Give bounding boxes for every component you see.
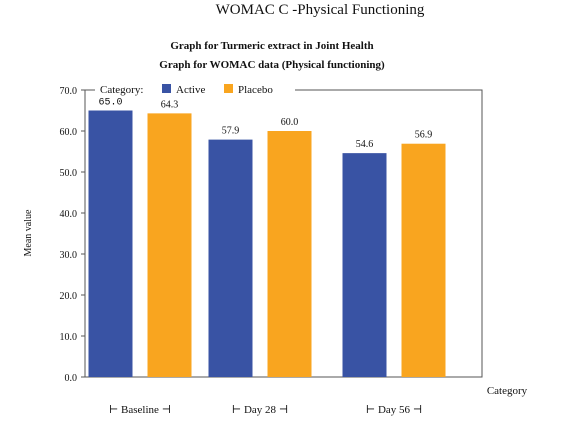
bar-value-label: 65.0	[98, 98, 122, 109]
legend-title: Category:	[100, 84, 143, 96]
bars	[88, 110, 446, 378]
bar-value-label: 60.0	[281, 117, 299, 128]
x-tick-label: ⊢ Baseline ⊣	[109, 404, 171, 416]
y-tick-label: 10.0	[60, 332, 78, 343]
bar-value-label: 54.6	[356, 139, 374, 150]
y-tick-label: 20.0	[60, 291, 78, 302]
chart-title: Graph for Turmeric extract in Joint Heal…	[170, 40, 373, 52]
y-tick-label: 0.0	[65, 373, 78, 384]
bar-value-label: 56.9	[415, 130, 433, 141]
bar-labels: 65.0 64.3 57.9 60.0 54.6 56.9	[98, 98, 432, 151]
legend-label-placebo: Placebo	[238, 84, 273, 96]
bar-placebo-baseline	[147, 113, 192, 378]
legend-swatch-active	[162, 84, 171, 93]
legend-label-active: Active	[176, 84, 205, 96]
bar-active-day-56	[342, 153, 387, 377]
chart-subtitle: Graph for WOMAC data (Physical functioni…	[159, 59, 385, 71]
legend-swatch-placebo	[224, 84, 233, 93]
bar-placebo-day-56	[401, 143, 446, 377]
bar-placebo-day-28	[267, 131, 312, 377]
bar-active-baseline	[88, 110, 133, 377]
x-axis-label: Category	[487, 385, 528, 397]
x-axis: ⊢ Baseline ⊣ ⊢ Day 28 ⊣ ⊢ Day 56 ⊣	[109, 404, 422, 416]
y-tick-label: 60.0	[60, 127, 78, 138]
y-tick-label: 40.0	[60, 209, 78, 220]
y-tick-label: 70.0	[60, 86, 78, 97]
bar-value-label: 64.3	[161, 99, 179, 110]
y-tick-label: 30.0	[60, 250, 78, 261]
y-tick-label: 50.0	[60, 168, 78, 179]
legend: Category: Active Placebo	[95, 82, 295, 96]
x-tick-label: ⊢ Day 28 ⊣	[232, 404, 289, 416]
y-axis-label: Mean value	[23, 209, 34, 256]
bar-value-label: 57.9	[222, 126, 240, 137]
x-tick-label: ⊢ Day 56 ⊣	[366, 404, 423, 416]
y-axis: 0.0 10.0 20.0 30.0 40.0 50.0 60.0 70.0	[60, 86, 85, 384]
page-title: WOMAC C -Physical Functioning	[216, 2, 425, 18]
bar-active-day-28	[208, 139, 253, 377]
